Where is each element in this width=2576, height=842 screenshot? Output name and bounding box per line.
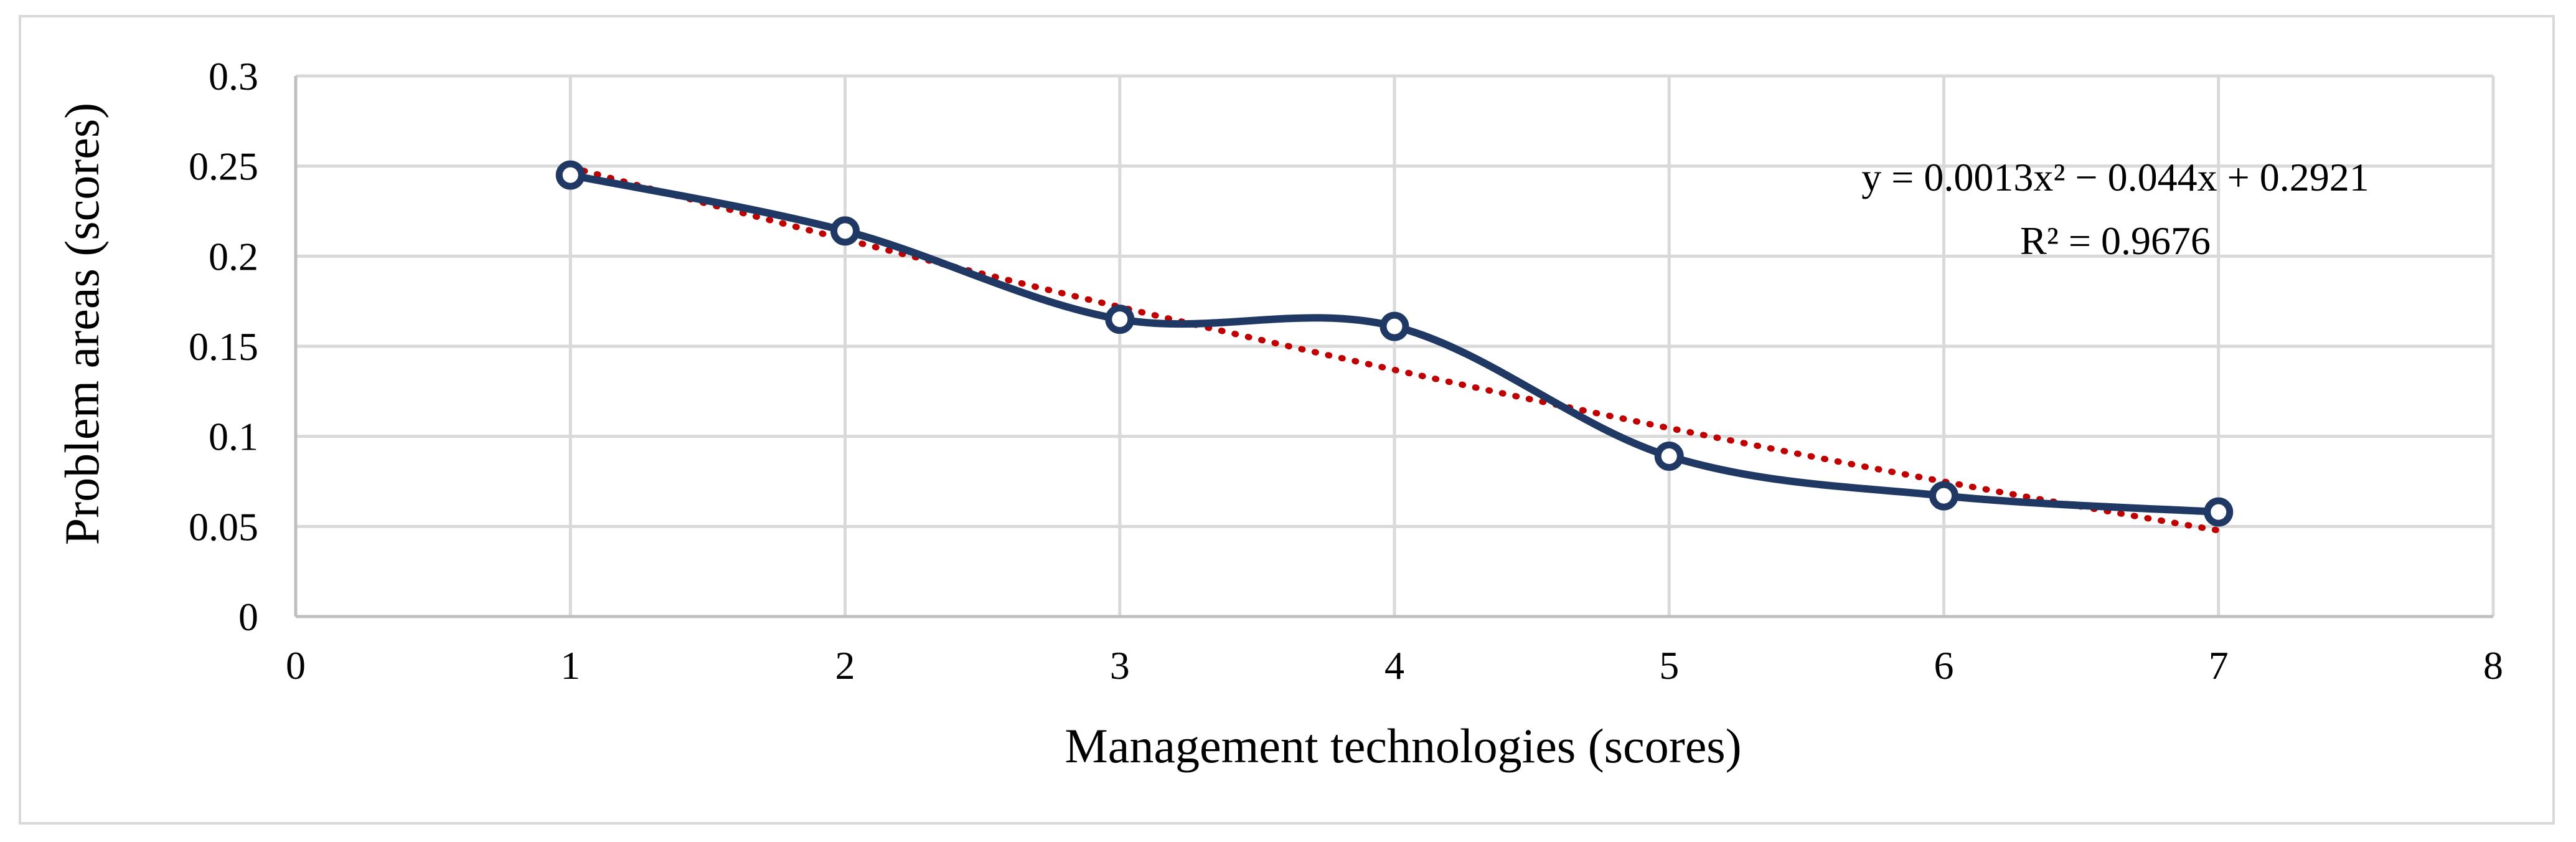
data-point bbox=[830, 216, 860, 246]
y-tick-label: 0.05 bbox=[189, 504, 258, 549]
data-point bbox=[555, 160, 585, 190]
x-axis-title: Management technologies (scores) bbox=[1065, 719, 1741, 773]
x-tick-label: 1 bbox=[560, 643, 580, 688]
data-point bbox=[1929, 481, 1958, 511]
axes bbox=[294, 76, 2493, 618]
y-tick-label: 0.15 bbox=[189, 324, 258, 369]
chart-frame bbox=[19, 15, 2555, 825]
y-tick-labels: 0 0.05 0.1 0.15 0.2 0.25 0.3 bbox=[189, 54, 258, 639]
data-point bbox=[1380, 311, 1409, 341]
data-point bbox=[2204, 497, 2234, 527]
x-tick-label: 2 bbox=[835, 643, 855, 688]
x-tick-labels: 0 1 2 3 4 5 6 7 8 bbox=[286, 643, 2503, 688]
x-tick-label: 4 bbox=[1384, 643, 1404, 688]
x-tick-label: 7 bbox=[2209, 643, 2229, 688]
trendline-equation: y = 0.0013x² − 0.044x + 0.2921 bbox=[1861, 155, 2369, 199]
grid-lines bbox=[296, 74, 2495, 617]
y-tick-label: 0.1 bbox=[209, 415, 258, 459]
x-tick-label: 0 bbox=[286, 643, 306, 688]
y-tick-label: 0.3 bbox=[209, 54, 258, 98]
y-tick-label: 0.25 bbox=[189, 144, 258, 189]
y-tick-label: 0.2 bbox=[209, 234, 258, 278]
data-point bbox=[1654, 441, 1684, 471]
y-tick-label: 0 bbox=[238, 595, 258, 639]
x-tick-label: 5 bbox=[1659, 643, 1679, 688]
x-tick-label: 3 bbox=[1110, 643, 1130, 688]
y-axis-title: Problem areas (scores) bbox=[55, 103, 109, 545]
x-tick-label: 8 bbox=[2483, 643, 2503, 688]
x-tick-label: 6 bbox=[1934, 643, 1954, 688]
trendline-r2: R² = 0.9676 bbox=[2020, 219, 2211, 263]
series-group bbox=[555, 160, 2234, 527]
data-point bbox=[1105, 305, 1135, 334]
